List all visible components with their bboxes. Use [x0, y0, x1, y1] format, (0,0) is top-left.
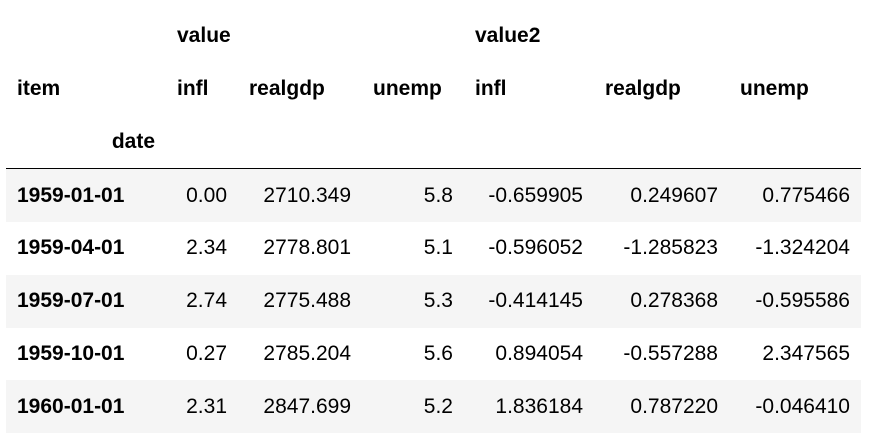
cell-value-realgdp: 2847.699: [263, 394, 351, 418]
cell-value-realgdp: 2785.204: [263, 341, 351, 365]
cell-value2-unemp: -0.595586: [755, 289, 850, 313]
dataframe-table: value value2 item infl realgdp unemp inf…: [6, 10, 861, 433]
header-col-infl-2: infl: [475, 77, 507, 101]
header-blank: [6, 10, 166, 63]
header-empty-cell: [464, 115, 594, 170]
cell-value-infl: 0.00: [186, 183, 227, 207]
header-empty-cell: [594, 115, 729, 170]
header-row-level-0: value value2: [6, 10, 861, 63]
cell-value2-realgdp: 0.249607: [630, 183, 718, 207]
cell-value2-realgdp: -1.285823: [623, 236, 718, 260]
cell-value2-infl: -0.414145: [488, 289, 583, 313]
cell-value2-unemp: 2.347565: [762, 341, 850, 365]
header-col-infl: infl: [177, 77, 209, 101]
header-empty-cell: [166, 115, 238, 170]
cell-value-infl: 2.74: [186, 289, 227, 313]
header-col-realgdp-2: realgdp: [605, 77, 681, 101]
cell-value-infl: 2.31: [186, 394, 227, 418]
cell-value-unemp: 5.8: [423, 183, 453, 207]
table-header: value value2 item infl realgdp unemp inf…: [6, 10, 861, 170]
cell-value2-realgdp: -0.557288: [623, 341, 718, 365]
row-index-date: 1959-10-01: [17, 341, 125, 365]
row-index-date: 1959-04-01: [17, 236, 125, 260]
cell-value-infl: 0.27: [186, 341, 227, 365]
cell-value2-unemp: -1.324204: [755, 236, 850, 260]
table-row: 1959-10-01 0.27 2785.204 5.6 0.894054 -0…: [6, 327, 861, 381]
header-col-realgdp: realgdp: [249, 77, 325, 101]
table-row: 1959-07-01 2.74 2775.488 5.3 -0.414145 0…: [6, 274, 861, 328]
header-row-level-1: item infl realgdp unemp infl realgdp une…: [6, 63, 861, 116]
cell-value-unemp: 5.2: [423, 394, 453, 418]
cell-value2-infl: 1.836184: [495, 394, 583, 418]
header-group-value: value: [177, 24, 231, 48]
cell-value-realgdp: 2775.488: [263, 289, 351, 313]
header-index-name: item: [17, 77, 61, 101]
cell-value2-unemp: 0.775466: [762, 183, 850, 207]
table-row: 1959-04-01 2.34 2778.801 5.1 -0.596052 -…: [6, 222, 861, 275]
cell-value-unemp: 5.6: [423, 341, 453, 365]
cell-value2-infl: -0.596052: [488, 236, 583, 260]
table-body: 1959-01-01 0.00 2710.349 5.8 -0.659905 0…: [6, 168, 861, 433]
cell-value-realgdp: 2710.349: [263, 183, 351, 207]
header-empty-cell: [362, 115, 464, 170]
cell-value2-realgdp: 0.787220: [630, 394, 718, 418]
cell-value-realgdp: 2778.801: [263, 236, 351, 260]
header-empty-cell: [729, 115, 861, 170]
cell-value-unemp: 5.1: [423, 236, 453, 260]
header-col-unemp-2: unemp: [740, 77, 809, 101]
row-index-date: 1959-01-01: [17, 183, 125, 207]
row-index-date: 1959-07-01: [17, 289, 125, 313]
cell-value2-infl: -0.659905: [488, 183, 583, 207]
header-index-label: date: [6, 115, 166, 170]
cell-value-infl: 2.34: [186, 236, 227, 260]
row-index-date: 1960-01-01: [17, 394, 125, 418]
header-col-unemp: unemp: [373, 77, 442, 101]
header-row-index: date: [6, 115, 861, 170]
header-group-value2: value2: [475, 24, 541, 48]
cell-value2-infl: 0.894054: [495, 341, 583, 365]
cell-value-unemp: 5.3: [423, 289, 453, 313]
table-row: 1960-01-01 2.31 2847.699 5.2 1.836184 0.…: [6, 380, 861, 433]
cell-value2-unemp: -0.046410: [755, 394, 850, 418]
header-empty-cell: [238, 115, 362, 170]
table-row: 1959-01-01 0.00 2710.349 5.8 -0.659905 0…: [6, 168, 861, 222]
cell-value2-realgdp: 0.278368: [630, 289, 718, 313]
